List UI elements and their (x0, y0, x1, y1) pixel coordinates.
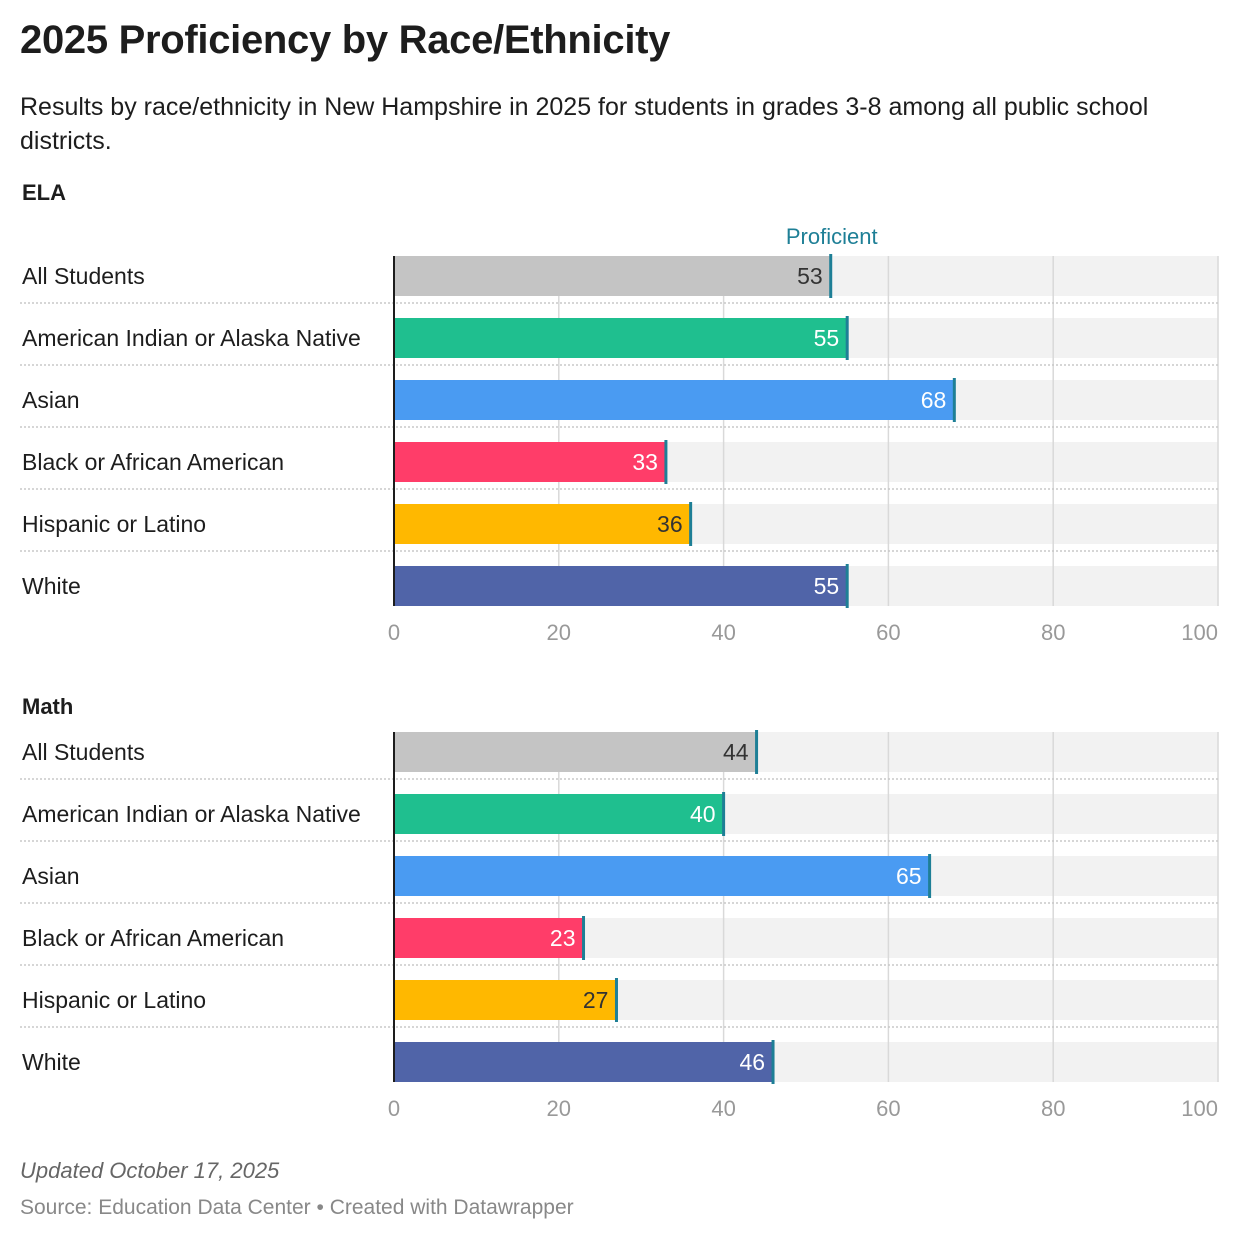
bar (394, 794, 724, 834)
tick-label: 60 (876, 620, 900, 645)
value-label: 27 (583, 987, 609, 1013)
category-label: Black or African American (22, 925, 284, 951)
value-label: 55 (814, 325, 840, 351)
tick-label: 60 (876, 1096, 900, 1121)
tick-label: 100 (1181, 1096, 1218, 1121)
proficient-marker (582, 916, 586, 960)
source-note: Source: Education Data Center • Created … (20, 1196, 574, 1219)
panel-title: Math (22, 694, 73, 719)
bar (394, 1042, 774, 1082)
category-label: American Indian or Alaska Native (22, 325, 361, 351)
tick-label: 0 (388, 620, 400, 645)
value-label: 68 (921, 387, 947, 413)
category-label: White (22, 1049, 81, 1075)
updated-note: Updated October 17, 2025 (20, 1158, 280, 1183)
value-label: 53 (797, 263, 823, 289)
value-label: 33 (632, 449, 658, 475)
tick-label: 80 (1041, 1096, 1065, 1121)
chart-title: 2025 Proficiency by Race/Ethnicity (20, 18, 671, 62)
tick-label: 80 (1041, 620, 1065, 645)
bar (394, 442, 666, 482)
bar (394, 918, 584, 958)
proficient-marker (614, 978, 618, 1022)
tick-label: 20 (547, 1096, 571, 1121)
panel-title: ELA (22, 180, 66, 205)
category-label: All Students (22, 263, 145, 289)
value-label: 55 (814, 573, 840, 599)
proficient-marker (845, 316, 849, 360)
chart-subtitle: Results by race/ethnicity in New Hampshi… (20, 93, 1149, 155)
category-label: Hispanic or Latino (22, 987, 206, 1013)
proficient-marker (722, 792, 726, 836)
value-label: 23 (550, 925, 576, 951)
tick-label: 0 (388, 1096, 400, 1121)
proficient-marker (952, 378, 956, 422)
tick-label: 20 (547, 620, 571, 645)
proficient-marker (928, 854, 932, 898)
category-label: Asian (22, 863, 80, 889)
bar (394, 856, 930, 896)
bar (394, 980, 617, 1020)
bar (394, 504, 691, 544)
category-label: White (22, 573, 81, 599)
tick-label: 40 (711, 620, 735, 645)
value-label: 40 (690, 801, 716, 827)
category-label: Hispanic or Latino (22, 511, 206, 537)
category-label: All Students (22, 739, 145, 765)
value-label: 36 (657, 511, 683, 537)
bar (394, 732, 757, 772)
bar (394, 566, 848, 606)
category-label: Black or African American (22, 449, 284, 475)
proficient-marker (755, 730, 759, 774)
value-label: 46 (739, 1049, 765, 1075)
proficient-marker (771, 1040, 775, 1084)
proficient-marker (845, 564, 849, 608)
proficient-label: Proficient (786, 224, 878, 249)
value-label: 65 (896, 863, 922, 889)
proficient-marker (689, 502, 693, 546)
bar (394, 380, 955, 420)
value-label: 44 (723, 739, 749, 765)
proficient-marker (829, 254, 833, 298)
category-label: Asian (22, 387, 80, 413)
bar (394, 256, 831, 296)
tick-label: 40 (711, 1096, 735, 1121)
bar (394, 318, 848, 358)
tick-label: 100 (1181, 620, 1218, 645)
category-label: American Indian or Alaska Native (22, 801, 361, 827)
proficient-marker (664, 440, 668, 484)
